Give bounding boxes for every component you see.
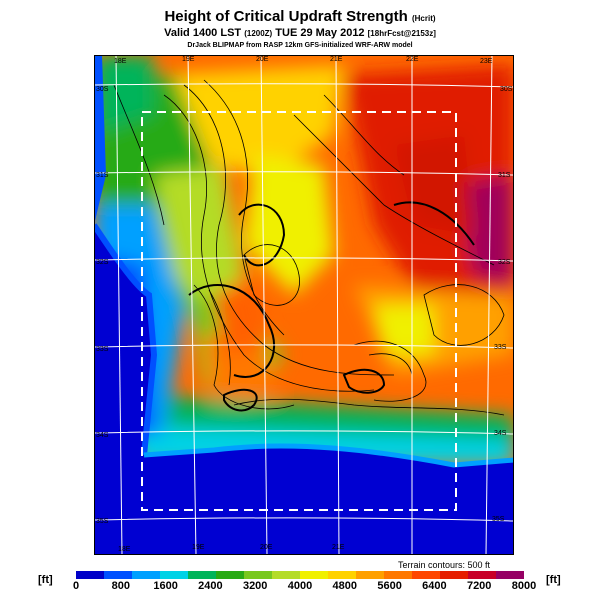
lat-label-34s-left: 34S [96, 432, 109, 439]
valid-label: Valid 1400 LST [164, 27, 242, 39]
lon-label-20e-bottom: 20E [260, 544, 273, 551]
lat-label-35s-right: 35S [492, 516, 505, 523]
lon-label-18e-bottom: 18E [118, 546, 131, 553]
lat-label-30s-right: 30S [500, 86, 513, 93]
lat-label-31s-left: 31S [96, 172, 109, 179]
color-scale-bar [76, 571, 524, 579]
forecast-map: 18E 19E 20E 21E 22E 23E 30S 31S 32S 33S … [94, 55, 514, 555]
color-swatch [496, 571, 524, 579]
lon-label-20e-top: 20E [256, 56, 269, 63]
color-scale-tick-label: 4800 [332, 580, 358, 592]
lat-label-32s-right: 32S [498, 259, 511, 266]
lon-label-22e-top: 22E [406, 56, 419, 63]
color-swatch [300, 571, 329, 579]
lat-label-32s-left: 32S [96, 259, 109, 266]
color-swatch [244, 571, 273, 579]
lon-label-21e-top: 21E [330, 56, 343, 63]
color-scale-tick-label: 1600 [153, 580, 178, 592]
lon-label-23e-top: 23E [480, 58, 493, 65]
lat-lon-grid [94, 55, 514, 555]
color-swatch [132, 571, 161, 579]
color-scale-tick-label: 5600 [377, 580, 402, 592]
lon-label-18e-top: 18E [114, 58, 127, 65]
color-scale-tick-label: 7200 [466, 580, 492, 592]
lat-label-34s-right: 34S [494, 430, 507, 437]
lat-label-33s-right: 33S [494, 344, 507, 351]
color-scale-tick-label: 3200 [242, 580, 268, 592]
color-scale-tick-label: 6400 [422, 580, 447, 592]
color-field: 18E 19E 20E 21E 22E 23E 30S 31S 32S 33S … [94, 55, 514, 555]
color-swatch [328, 571, 357, 579]
lat-label-35s-left: 35S [96, 518, 109, 525]
color-swatch [468, 571, 497, 579]
color-swatch [76, 571, 105, 579]
color-swatch [272, 571, 301, 579]
unit-label-left: [ft] [38, 574, 53, 586]
model-credit: DrJack BLIPMAP from RASP 12km GFS-initia… [187, 42, 413, 49]
lat-label-31s-right: 31S [498, 172, 511, 179]
color-swatch [440, 571, 469, 579]
color-scale-tick-label: 4000 [287, 580, 313, 592]
color-swatch [384, 571, 413, 579]
forecast-label: [18hrFcst@2153z] [367, 29, 436, 38]
color-scale-tick-label: 0 [72, 580, 80, 592]
color-scale-tick-label: 800 [111, 580, 130, 592]
unit-label-right: [ft] [546, 574, 561, 586]
terrain-contour-note: Terrain contours: 500 ft [398, 560, 491, 570]
color-swatch [412, 571, 441, 579]
lat-label-30s-left: 30S [96, 86, 109, 93]
title-param: (Hcrit) [411, 14, 436, 23]
color-swatch [356, 571, 385, 579]
color-swatch [216, 571, 245, 579]
utc-label: (1200Z) [244, 29, 273, 38]
title-main: Height of Critical Updraft Strength [164, 8, 408, 25]
date-label: TUE 29 May 2012 [275, 27, 365, 39]
lon-label-19e-top: 19E [182, 56, 195, 63]
color-scale-tick-label: 2400 [198, 580, 223, 592]
lon-label-21e-bottom: 21E [332, 544, 345, 551]
lon-label-19e-bottom: 19E [192, 544, 205, 551]
valid-time: Valid 1400 LST (1200Z) TUE 29 May 2012 [… [0, 27, 600, 39]
terrain-contours-major [188, 201, 475, 412]
color-swatch [188, 571, 217, 579]
color-swatch [160, 571, 189, 579]
lat-label-33s-left: 33S [96, 346, 109, 353]
color-scale-tick-label: 8000 [511, 580, 537, 592]
color-swatch [104, 571, 133, 579]
inner-domain-box [141, 111, 457, 511]
chart-title: Height of Critical Updraft Strength (Hcr… [0, 8, 600, 25]
